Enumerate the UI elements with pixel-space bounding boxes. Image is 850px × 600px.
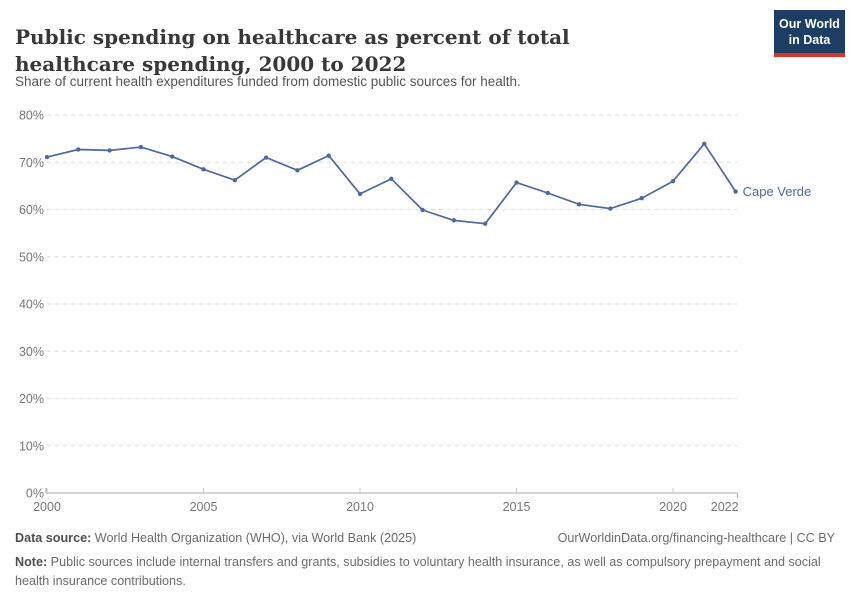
x-axis-label: 2005 (190, 500, 218, 514)
data-point[interactable] (451, 218, 457, 223)
data-point[interactable] (576, 202, 582, 207)
series-line[interactable] (46, 142, 737, 225)
note-text: Public sources include internal transfer… (15, 555, 821, 588)
owid-logo-text: Our World in Data (774, 10, 845, 53)
license-link[interactable]: OurWorldinData.org/financing-healthcare … (557, 531, 835, 545)
y-gridlines: 0% 10% 20% 30% 40% 50% 60% 70% 80% (19, 109, 738, 501)
data-point[interactable] (232, 178, 237, 183)
y-axis-label: 60% (19, 203, 44, 217)
data-point[interactable] (201, 167, 206, 172)
data-point[interactable] (545, 190, 550, 196)
chart-subtitle: Share of current health expenditures fun… (15, 74, 521, 89)
x-axis: 2000 2005 2010 2015 2020 2022 (33, 488, 739, 514)
data-point[interactable] (263, 155, 269, 160)
y-axis-label: 40% (19, 298, 44, 312)
y-axis-label: 30% (19, 345, 44, 359)
x-axis-label: 2010 (346, 500, 374, 514)
data-point[interactable] (44, 154, 50, 160)
x-axis-label: 2020 (659, 500, 687, 514)
y-axis-label: 80% (19, 109, 44, 123)
owid-logo-stripe (774, 53, 845, 57)
data-point[interactable] (702, 141, 707, 147)
data-point[interactable] (138, 144, 144, 150)
data-point[interactable] (514, 180, 519, 185)
owid-logo: Our World in Data (774, 10, 845, 57)
data-point[interactable] (639, 195, 644, 201)
y-axis-label: 70% (19, 156, 44, 170)
series-cape-verde[interactable]: Cape Verde (44, 141, 812, 226)
data-point[interactable] (76, 147, 81, 152)
data-point[interactable] (670, 178, 676, 184)
data-source: Data source: World Health Organization (… (15, 531, 416, 545)
data-point[interactable] (107, 148, 112, 153)
data-point[interactable] (733, 189, 738, 194)
data-point[interactable] (357, 191, 363, 197)
x-axis-label: 2022 (711, 500, 739, 514)
footer-note: Note: Public sources include internal tr… (15, 553, 821, 591)
data-point[interactable] (326, 153, 331, 158)
y-axis-label: 20% (19, 392, 44, 406)
data-point[interactable] (170, 154, 175, 159)
owid-logo-line2: in Data (788, 33, 831, 47)
data-point[interactable] (420, 207, 425, 213)
x-axis-label: 2000 (33, 500, 61, 514)
chart-title: Public spending on healthcare as percent… (15, 25, 570, 77)
x-axis-label: 2015 (503, 500, 531, 514)
data-point[interactable] (608, 206, 613, 211)
data-source-text: World Health Organization (WHO), via Wor… (91, 531, 417, 545)
data-point[interactable] (483, 221, 488, 226)
owid-logo-line1: Our World (779, 17, 840, 31)
data-point[interactable] (389, 176, 394, 181)
y-axis-label: 50% (19, 250, 44, 264)
y-axis-label: 0% (26, 487, 44, 501)
y-axis-label: 10% (19, 439, 44, 453)
footer-source-row: Data source: World Health Organization (… (15, 531, 835, 545)
entity-label: Cape Verde (743, 184, 812, 199)
note-label: Note: (15, 555, 48, 569)
data-source-label: Data source: (15, 531, 92, 545)
data-point[interactable] (295, 168, 300, 173)
